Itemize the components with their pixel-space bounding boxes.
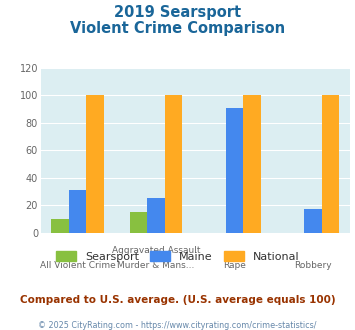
Text: All Violent Crime: All Violent Crime xyxy=(40,261,115,270)
Text: Violent Crime Comparison: Violent Crime Comparison xyxy=(70,21,285,36)
Bar xyxy=(243,95,261,233)
Text: Aggravated Assault: Aggravated Assault xyxy=(112,246,200,255)
Legend: Searsport, Maine, National: Searsport, Maine, National xyxy=(51,247,304,267)
Text: Murder & Mans...: Murder & Mans... xyxy=(117,261,195,270)
Bar xyxy=(86,95,104,233)
Text: Robbery: Robbery xyxy=(294,261,332,270)
Bar xyxy=(147,198,165,233)
Bar xyxy=(69,190,86,233)
Text: 2019 Searsport: 2019 Searsport xyxy=(114,5,241,20)
Bar xyxy=(304,209,322,233)
Text: Rape: Rape xyxy=(223,261,246,270)
Bar xyxy=(322,95,339,233)
Bar xyxy=(226,108,243,233)
Text: © 2025 CityRating.com - https://www.cityrating.com/crime-statistics/: © 2025 CityRating.com - https://www.city… xyxy=(38,321,317,330)
Bar xyxy=(130,212,147,233)
Text: Compared to U.S. average. (U.S. average equals 100): Compared to U.S. average. (U.S. average … xyxy=(20,295,335,305)
Bar xyxy=(165,95,182,233)
Bar xyxy=(51,219,69,233)
